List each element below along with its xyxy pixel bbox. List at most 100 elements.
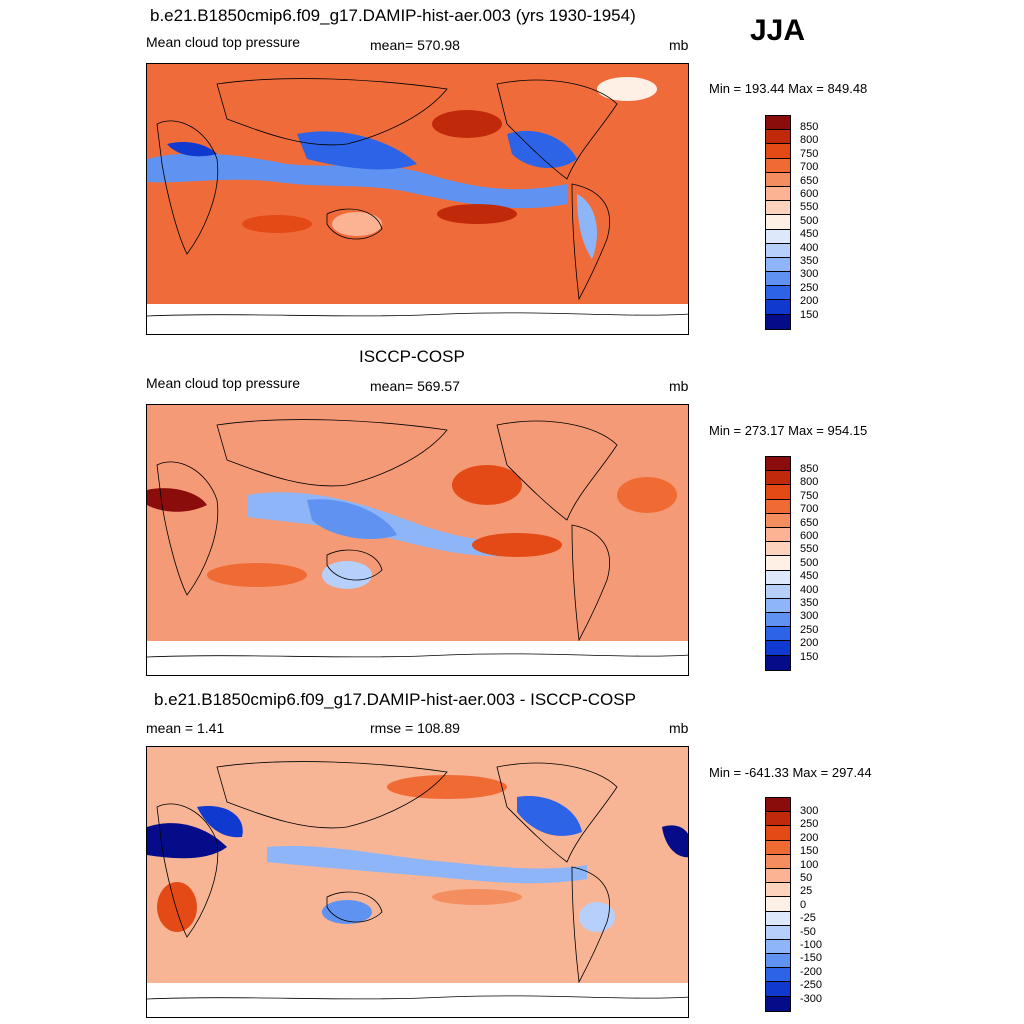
- panel1-colorbar: [765, 115, 791, 330]
- colorbar-segment: [766, 968, 790, 983]
- panel2-africa-coast: [156, 461, 219, 596]
- panel1-npacific-high: [432, 110, 502, 138]
- colorbar-segment: [766, 897, 790, 912]
- panel3-sepacific-positive: [432, 889, 522, 905]
- colorbar-segment: [766, 130, 790, 145]
- colorbar-segment: [766, 286, 790, 301]
- panel1-minmax: Min = 193.44 Max = 849.48: [709, 81, 868, 96]
- colorbar-tick-label: 200: [800, 831, 819, 844]
- panel1-title: b.e21.B1850cmip6.f09_g17.DAMIP-hist-aer.…: [150, 6, 636, 25]
- colorbar-segment: [766, 655, 790, 670]
- panel2-colorbar: [765, 456, 791, 671]
- colorbar-segment: [766, 172, 790, 187]
- panel1-samerica-coast: [571, 183, 610, 301]
- colorbar-segment: [766, 513, 790, 528]
- panel3-tropics-band: [267, 845, 587, 884]
- colorbar-tick-label: 25: [800, 885, 813, 898]
- panel3-atlantic-negative: [662, 825, 688, 858]
- colorbar-segment: [766, 641, 790, 656]
- colorbar-segment: [766, 229, 790, 244]
- panel2-mean-label: mean= 569.57: [370, 378, 460, 394]
- panel2-eurasia-coast: [216, 419, 448, 487]
- colorbar-segment: [766, 939, 790, 955]
- colorbar-tick-label: -150: [800, 952, 823, 965]
- colorbar-tick-label: 300: [800, 610, 819, 623]
- colorbar-tick-label: 650: [800, 516, 819, 529]
- colorbar-segment: [766, 954, 790, 969]
- panel3-minmax: Min = -641.33 Max = 297.44: [709, 765, 872, 780]
- panel3-samerica-coast: [571, 866, 610, 984]
- colorbar-segment: [766, 116, 790, 131]
- panel2-map-svg: [147, 405, 688, 658]
- colorbar-tick-label: 300: [800, 268, 819, 281]
- panel1-map: [146, 63, 689, 335]
- panel2-minmax: Min = 273.17 Max = 954.15: [709, 423, 868, 438]
- panel1-left-label: Mean cloud top pressure: [146, 34, 301, 50]
- panel2-map: [146, 404, 689, 676]
- panel3-rmse-label: rmse = 108.89: [370, 720, 460, 736]
- colorbar-segment: [766, 158, 790, 173]
- panel2-namerica-coast: [496, 420, 618, 521]
- colorbar-segment: [766, 272, 790, 287]
- colorbar-segment: [766, 556, 790, 571]
- colorbar-tick-label: 350: [800, 255, 819, 267]
- colorbar-segment: [766, 812, 790, 827]
- colorbar-tick-label: 250: [800, 623, 819, 636]
- panel1-australia-coast: [326, 208, 383, 240]
- colorbar-tick-label: -50: [800, 925, 816, 938]
- colorbar-segment: [766, 499, 790, 514]
- panel2-warm-pool: [307, 499, 397, 540]
- colorbar-tick-label: -300: [800, 992, 823, 1005]
- colorbar-tick-label: 450: [800, 228, 819, 241]
- colorbar-segment: [766, 598, 790, 614]
- colorbar-segment: [766, 996, 790, 1011]
- panel1-indian-high: [242, 215, 312, 233]
- panel1-tropics-band: [147, 153, 567, 209]
- panel1-africa-coast: [156, 120, 219, 255]
- colorbar-tick-label: -250: [800, 979, 823, 992]
- colorbar-segment: [766, 201, 790, 216]
- colorbar-segment: [766, 257, 790, 273]
- panel1-australia-patch: [332, 212, 382, 236]
- panel2-npacific-high: [452, 465, 522, 505]
- colorbar-segment: [766, 868, 790, 884]
- panel3-australia-negative: [322, 900, 372, 924]
- colorbar-tick-label: 700: [800, 503, 819, 516]
- colorbar-segment: [766, 613, 790, 628]
- colorbar-tick-label: 200: [800, 295, 819, 308]
- colorbar-segment: [766, 911, 790, 926]
- panel1-sepacific-high: [437, 204, 517, 224]
- colorbar-segment: [766, 485, 790, 500]
- colorbar-segment: [766, 627, 790, 642]
- panel2-australia-patch: [322, 561, 372, 589]
- colorbar-tick-label: 750: [800, 147, 819, 160]
- colorbar-tick-label: 850: [800, 121, 819, 133]
- colorbar-segment: [766, 144, 790, 159]
- colorbar-segment: [766, 471, 790, 486]
- colorbar-segment: [766, 584, 790, 599]
- colorbar-segment: [766, 925, 790, 940]
- panel3-africa-coast: [156, 803, 219, 938]
- panel1-namerica-convection: [507, 130, 577, 169]
- colorbar-tick-label: 500: [800, 556, 819, 569]
- colorbar-tick-label: 750: [800, 489, 819, 502]
- colorbar-segment: [766, 186, 790, 202]
- colorbar-tick-label: -25: [800, 912, 816, 925]
- panel1-asia-convection: [297, 131, 417, 170]
- colorbar-tick-label: 650: [800, 174, 819, 187]
- colorbar-segment: [766, 840, 790, 855]
- panel3-units: mb: [669, 720, 689, 736]
- panel2-atlantic-high: [617, 477, 677, 513]
- panel1-map-svg: [147, 64, 688, 317]
- colorbar-tick-label: 150: [800, 308, 819, 321]
- colorbar-tick-label: 400: [800, 583, 819, 596]
- colorbar-tick-label: 0: [800, 898, 807, 911]
- panel1-eurasia-coast: [216, 78, 448, 146]
- panel1-africa-convection: [167, 142, 217, 157]
- colorbar-segment: [766, 982, 790, 997]
- panel2-left-label: Mean cloud top pressure: [146, 375, 301, 391]
- panel3-map-svg: [147, 747, 688, 1000]
- colorbar-tick-label: 450: [800, 570, 819, 583]
- panel1-greenland-patch: [597, 77, 657, 101]
- panel1-units: mb: [669, 37, 689, 53]
